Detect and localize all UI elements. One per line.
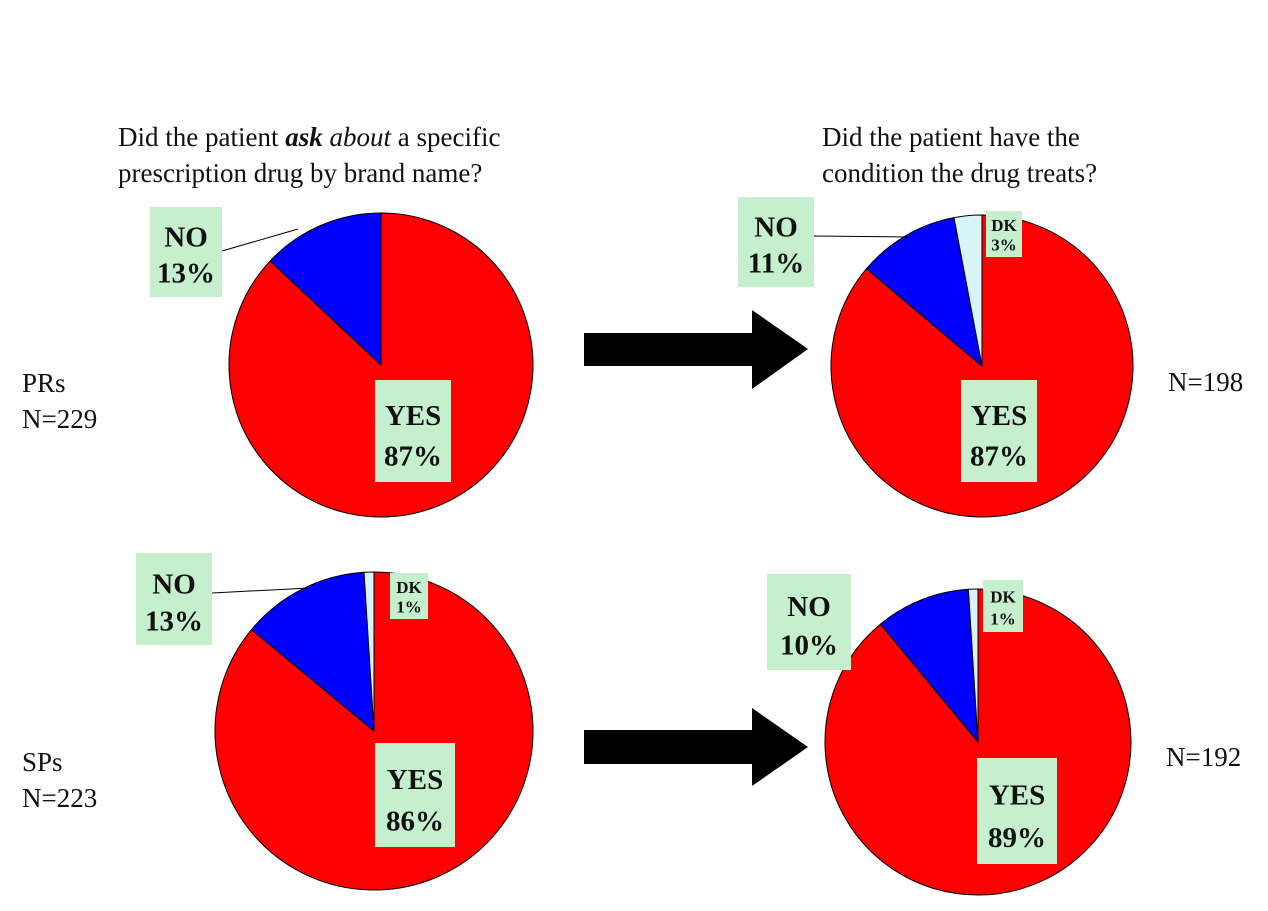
pie-slice-dk bbox=[967, 588, 979, 743]
data-label-box bbox=[738, 197, 814, 287]
pie-slice-no bbox=[865, 217, 983, 368]
data-label-yes: YES 87% bbox=[961, 380, 1037, 482]
data-label-category: YES bbox=[971, 400, 1027, 432]
data-label-box bbox=[983, 580, 1023, 632]
left-question-title-line1: Did the patient ask about a specific bbox=[118, 122, 500, 152]
data-label-yes: YES 87% bbox=[375, 380, 451, 482]
data-label-percent: 87% bbox=[970, 441, 1028, 473]
pie-slice-no bbox=[269, 212, 382, 367]
data-label-category: DK bbox=[990, 588, 1016, 607]
pie-chart: YES 86% NO 13% DK1% bbox=[136, 553, 534, 891]
data-label-box bbox=[375, 380, 451, 482]
data-label-category: DK bbox=[396, 578, 422, 597]
data-label-box bbox=[961, 380, 1037, 482]
right-question-title-line2: condition the drug treats? bbox=[822, 158, 1097, 188]
data-label-percent: 13% bbox=[157, 258, 215, 290]
data-label-percent: 1% bbox=[396, 597, 422, 616]
pie-slice-no bbox=[250, 571, 375, 733]
data-label-dk: DK1% bbox=[390, 573, 428, 619]
data-label-category: YES bbox=[989, 780, 1045, 812]
data-label-percent: 89% bbox=[988, 822, 1046, 854]
data-label-no: NO 13% bbox=[136, 553, 212, 645]
data-label-no: NO 11% bbox=[738, 197, 814, 287]
pie-chart: YES 87% NO 13% bbox=[150, 207, 534, 518]
row-bottom-right-n-label: N=192 bbox=[1166, 742, 1241, 772]
data-label-category: NO bbox=[152, 568, 196, 600]
data-label-box bbox=[375, 743, 455, 847]
data-label-percent: 1% bbox=[990, 610, 1016, 629]
leader-line-no bbox=[221, 228, 299, 252]
row-top-group-label: PRs bbox=[22, 368, 66, 398]
data-label-box bbox=[390, 573, 428, 619]
data-label-box bbox=[136, 553, 212, 645]
right-question-title-line1: Did the patient have the bbox=[822, 122, 1080, 152]
data-label-percent: 86% bbox=[386, 805, 444, 837]
pie-slice-yes bbox=[228, 212, 534, 518]
pie-slice-dk bbox=[953, 214, 983, 367]
data-label-category: NO bbox=[164, 222, 208, 254]
row-bottom-n-label: N=223 bbox=[22, 783, 97, 813]
data-label-no: NO 10% bbox=[767, 574, 851, 670]
row-bottom-group-label: SPs bbox=[22, 747, 63, 777]
data-label-category: NO bbox=[754, 212, 798, 244]
data-label-box bbox=[977, 758, 1057, 864]
data-label-percent: 87% bbox=[384, 441, 442, 473]
pie-slice-dk bbox=[363, 571, 375, 732]
data-label-percent: 10% bbox=[780, 630, 838, 662]
data-label-dk: DK3% bbox=[986, 211, 1022, 257]
left-question-title-line2: prescription drug by brand name? bbox=[118, 158, 482, 188]
pie-slice-no bbox=[879, 588, 979, 744]
data-label-yes: YES 86% bbox=[375, 743, 455, 847]
data-label-percent: 3% bbox=[991, 235, 1017, 254]
pie-chart: YES 87% NO 11% DK3% bbox=[738, 197, 1134, 518]
data-label-box bbox=[767, 574, 851, 670]
leader-line-no bbox=[813, 235, 912, 238]
data-label-category: YES bbox=[387, 764, 443, 796]
leader-line-no bbox=[211, 587, 311, 594]
data-label-category: DK bbox=[991, 216, 1017, 235]
row-top-n-label: N=229 bbox=[22, 404, 97, 434]
arrow-right-icon bbox=[584, 310, 808, 389]
pie-chart: YES 89% NO 10% DK 1% bbox=[767, 574, 1132, 896]
data-label-box bbox=[150, 207, 222, 297]
data-label-category: NO bbox=[787, 591, 831, 623]
pie-charts: YES87%NO13%YES87%NO11%DK3%YES86%NO13%DK1… bbox=[136, 197, 1134, 896]
data-label-category: YES bbox=[385, 400, 441, 432]
data-label-no: NO 13% bbox=[150, 207, 222, 297]
data-label-yes: YES 89% bbox=[977, 758, 1057, 864]
data-label-percent: 13% bbox=[145, 605, 203, 637]
data-label-dk: DK 1% bbox=[983, 580, 1023, 632]
row-top-right-n-label: N=198 bbox=[1168, 367, 1243, 397]
arrow-right-icon bbox=[584, 708, 808, 786]
data-label-box bbox=[986, 211, 1022, 257]
data-label-percent: 11% bbox=[748, 248, 804, 280]
